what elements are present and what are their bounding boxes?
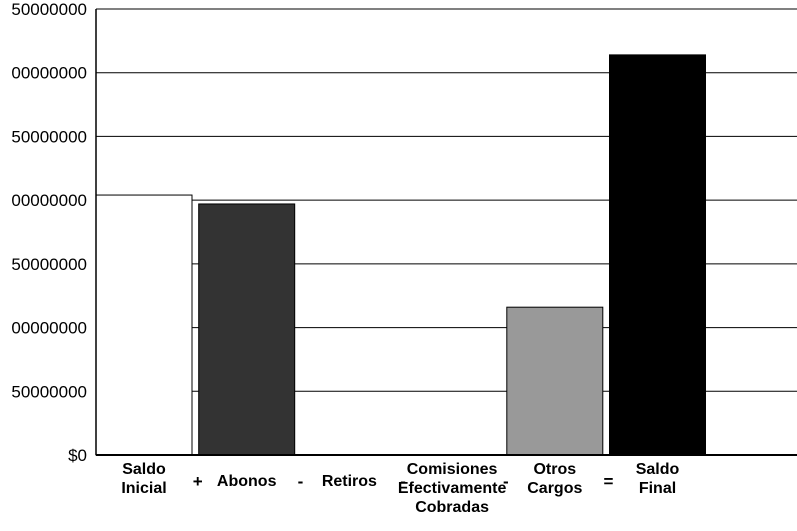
- x-label-5-line-1: Final: [639, 480, 676, 497]
- y-tick-label-4: 00000000: [11, 191, 87, 210]
- operators: + - - - =: [193, 472, 614, 491]
- x-label-0-line-0: Saldo: [122, 461, 166, 478]
- x-label-3-line-0: Comisiones: [407, 461, 498, 478]
- x-label-4-line-0: Otros: [533, 461, 576, 478]
- axes: [95, 9, 797, 456]
- x-label-3-line-1: Efectivamente: [398, 480, 507, 497]
- operator-3: -: [503, 472, 509, 491]
- operator-2: -: [400, 472, 406, 491]
- operator-1: -: [298, 472, 304, 491]
- y-tick-label-5: 50000000: [11, 127, 87, 146]
- x-label-2-line-0: Retiros: [322, 473, 377, 490]
- bar-0: [95, 194, 193, 456]
- y-tick-label-6: 00000000: [11, 64, 87, 83]
- operator-0: +: [193, 472, 203, 491]
- y-tick-label-7: 50000000: [11, 0, 87, 19]
- y-tick-label-2: 00000000: [11, 319, 87, 338]
- x-label-0-line-1: Inicial: [121, 480, 166, 497]
- operator-4: =: [604, 472, 614, 491]
- bars: [95, 54, 706, 456]
- bar-1: [198, 203, 296, 456]
- x-label-1-line-0: Abonos: [217, 473, 277, 490]
- y-tick-label-1: 50000000: [11, 382, 87, 401]
- bar-5: [609, 54, 706, 456]
- x-axis-labels: Saldo Inicial Abonos Retiros Comisiones Efect…: [121, 461, 679, 516]
- x-label-3-line-2: Cobradas: [415, 499, 489, 516]
- y-tick-label-3: 50000000: [11, 255, 87, 274]
- x-label-5-line-0: Saldo: [636, 461, 680, 478]
- y-tick-label-0: $0: [68, 446, 87, 465]
- x-label-4-line-1: Cargos: [527, 480, 582, 497]
- y-axis-ticks: $0 50000000 00000000 50000000 00000000 500000…: [11, 0, 87, 465]
- bar-4: [506, 306, 604, 456]
